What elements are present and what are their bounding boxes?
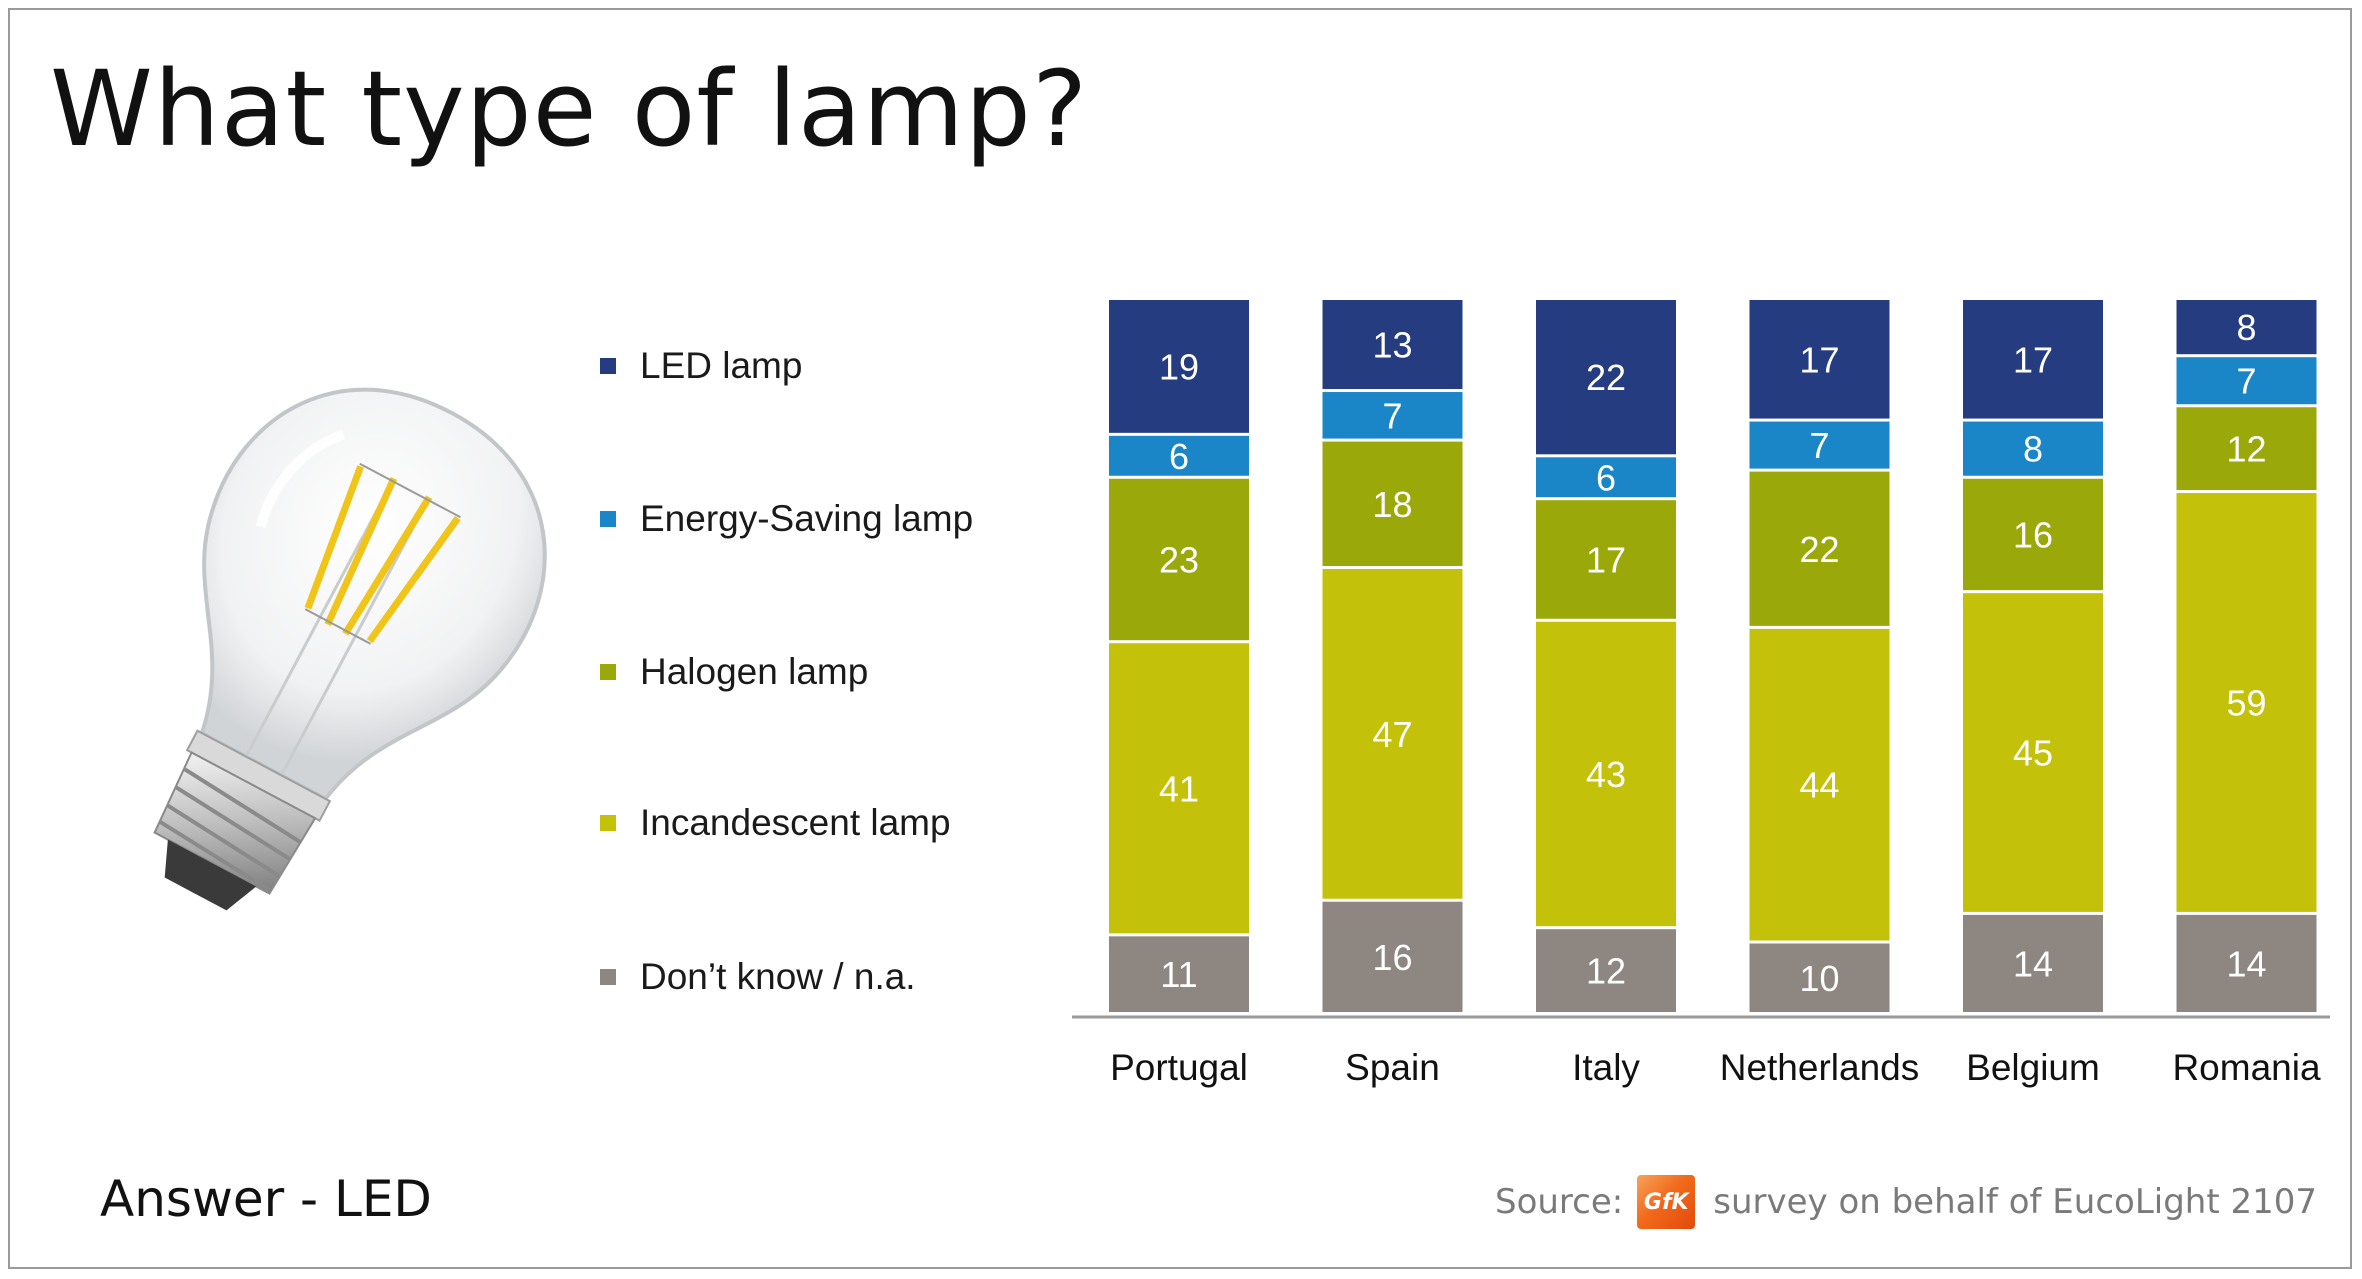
bar-segment-energy-saving <box>1749 421 1890 469</box>
bar-segment-led <box>1749 300 1890 419</box>
data-label-halogen: 23 <box>1159 539 1199 580</box>
data-label-energy-saving: 8 <box>2023 429 2043 470</box>
legend-item-energy-saving: Energy-Saving lamp <box>600 498 973 540</box>
bar-segment-led <box>1536 300 1676 455</box>
bar-segment-halogen <box>1536 500 1676 619</box>
data-label-energy-saving: 6 <box>1596 457 1616 498</box>
bar-segment-led <box>1322 300 1463 390</box>
source-label: Source: <box>1495 1182 1624 1222</box>
data-label-dont-know: 12 <box>1586 951 1626 992</box>
data-label-halogen: 18 <box>1372 484 1412 525</box>
source-note: Source: GfK survey on behalf of EucoLigh… <box>1495 1175 2317 1229</box>
legend-label-dont-know: Don’t know / n.a. <box>640 956 916 997</box>
bar-segment-energy-saving <box>1963 421 2103 476</box>
data-label-incandescent: 44 <box>1799 765 1839 806</box>
data-label-energy-saving: 6 <box>1169 436 1189 477</box>
legend-swatch-energy-saving <box>600 511 616 527</box>
bar-segment-dont-know <box>1749 943 1890 1012</box>
data-label-energy-saving: 7 <box>1809 425 1829 466</box>
data-label-incandescent: 47 <box>1372 714 1412 755</box>
bar-segment-incandescent <box>1536 621 1676 927</box>
data-label-dont-know: 16 <box>1372 937 1412 978</box>
data-label-halogen: 12 <box>2226 429 2266 470</box>
data-label-led: 8 <box>2236 307 2256 348</box>
light-bulb-icon <box>153 387 547 911</box>
bar-segment-incandescent <box>1109 643 1249 934</box>
bar-segment-led <box>1963 300 2103 419</box>
data-label-dont-know: 14 <box>2013 943 2053 984</box>
bar-segment-led <box>1109 300 1249 433</box>
legend-label-led: LED lamp <box>640 345 803 386</box>
x-tick-label: Romania <box>2172 1047 2320 1088</box>
bar-segment-incandescent <box>1322 569 1463 899</box>
bar-segment-energy-saving <box>1322 392 1463 439</box>
stacked-bar-chart: 11 41 23 6 19 Portugal 16 47 18 7 13 Spain 12 43 17 6 22… <box>1072 300 2330 1088</box>
legend-swatch-halogen <box>600 664 616 680</box>
data-label-halogen: 22 <box>1799 529 1839 570</box>
legend-swatch-incandescent <box>600 815 616 831</box>
bar-segment-dont-know <box>1536 929 1676 1012</box>
data-label-dont-know: 10 <box>1799 958 1839 999</box>
legend-label-energy-saving: Energy-Saving lamp <box>640 498 974 539</box>
bar-segment-halogen <box>2176 407 2317 491</box>
data-label-incandescent: 45 <box>2013 733 2053 774</box>
legend-item-led: LED lamp <box>600 345 802 387</box>
bar-segment-incandescent <box>1749 628 1890 941</box>
bar-segment-halogen <box>1109 478 1249 641</box>
bar-segment-energy-saving <box>1109 435 1249 476</box>
slide-title: What type of lamp? <box>50 48 1089 170</box>
legend-label-incandescent: Incandescent lamp <box>640 802 951 843</box>
legend-item-halogen: Halogen lamp <box>600 651 868 693</box>
data-label-incandescent: 59 <box>2226 682 2266 723</box>
data-label-led: 19 <box>1159 346 1199 387</box>
gfk-logo: GfK <box>1637 1175 1696 1229</box>
source-text: survey on behalf of EucoLight 2107 <box>1713 1182 2317 1222</box>
data-label-dont-know: 11 <box>1160 954 1197 995</box>
data-label-energy-saving: 7 <box>1382 395 1402 436</box>
gfk-logo-text: GfK <box>1643 1189 1689 1215</box>
legend-swatch-led <box>600 358 616 374</box>
bar-segment-dont-know <box>1322 901 1463 1012</box>
data-label-incandescent: 43 <box>1586 754 1626 795</box>
data-label-incandescent: 41 <box>1159 768 1199 809</box>
bar-segment-dont-know <box>1109 936 1249 1012</box>
x-tick-label: Belgium <box>1966 1047 2100 1088</box>
bar-segment-incandescent <box>1963 593 2103 912</box>
legend-swatch-dont-know <box>600 969 616 985</box>
legend-label-halogen: Halogen lamp <box>640 651 869 692</box>
bar-segment-dont-know <box>2176 914 2317 1012</box>
bar-segment-energy-saving <box>2176 357 2317 405</box>
data-label-halogen: 17 <box>1586 539 1626 580</box>
data-label-led: 17 <box>1799 339 1839 380</box>
answer-text: Answer - LED <box>100 1170 432 1228</box>
x-tick-label: Spain <box>1345 1047 1440 1088</box>
bar-segment-led <box>2176 300 2317 355</box>
x-tick-label: Portugal <box>1110 1047 1248 1088</box>
data-label-energy-saving: 7 <box>2236 361 2256 402</box>
legend-item-incandescent: Incandescent lamp <box>600 802 951 844</box>
data-label-led: 22 <box>1586 357 1626 398</box>
x-tick-label: Italy <box>1572 1047 1640 1088</box>
data-label-dont-know: 14 <box>2226 943 2266 984</box>
data-label-led: 13 <box>1372 325 1412 366</box>
bar-segment-dont-know <box>1963 914 2103 1012</box>
data-label-led: 17 <box>2013 339 2053 380</box>
bar-segment-halogen <box>1749 471 1890 626</box>
bar-segment-incandescent <box>2176 493 2317 912</box>
legend-item-dont-know: Don’t know / n.a. <box>600 956 916 998</box>
bar-segment-halogen <box>1322 441 1463 567</box>
bar-segment-energy-saving <box>1536 457 1676 498</box>
bar-segment-halogen <box>1963 478 2103 591</box>
x-tick-label: Netherlands <box>1720 1047 1920 1088</box>
data-label-halogen: 16 <box>2013 514 2053 555</box>
